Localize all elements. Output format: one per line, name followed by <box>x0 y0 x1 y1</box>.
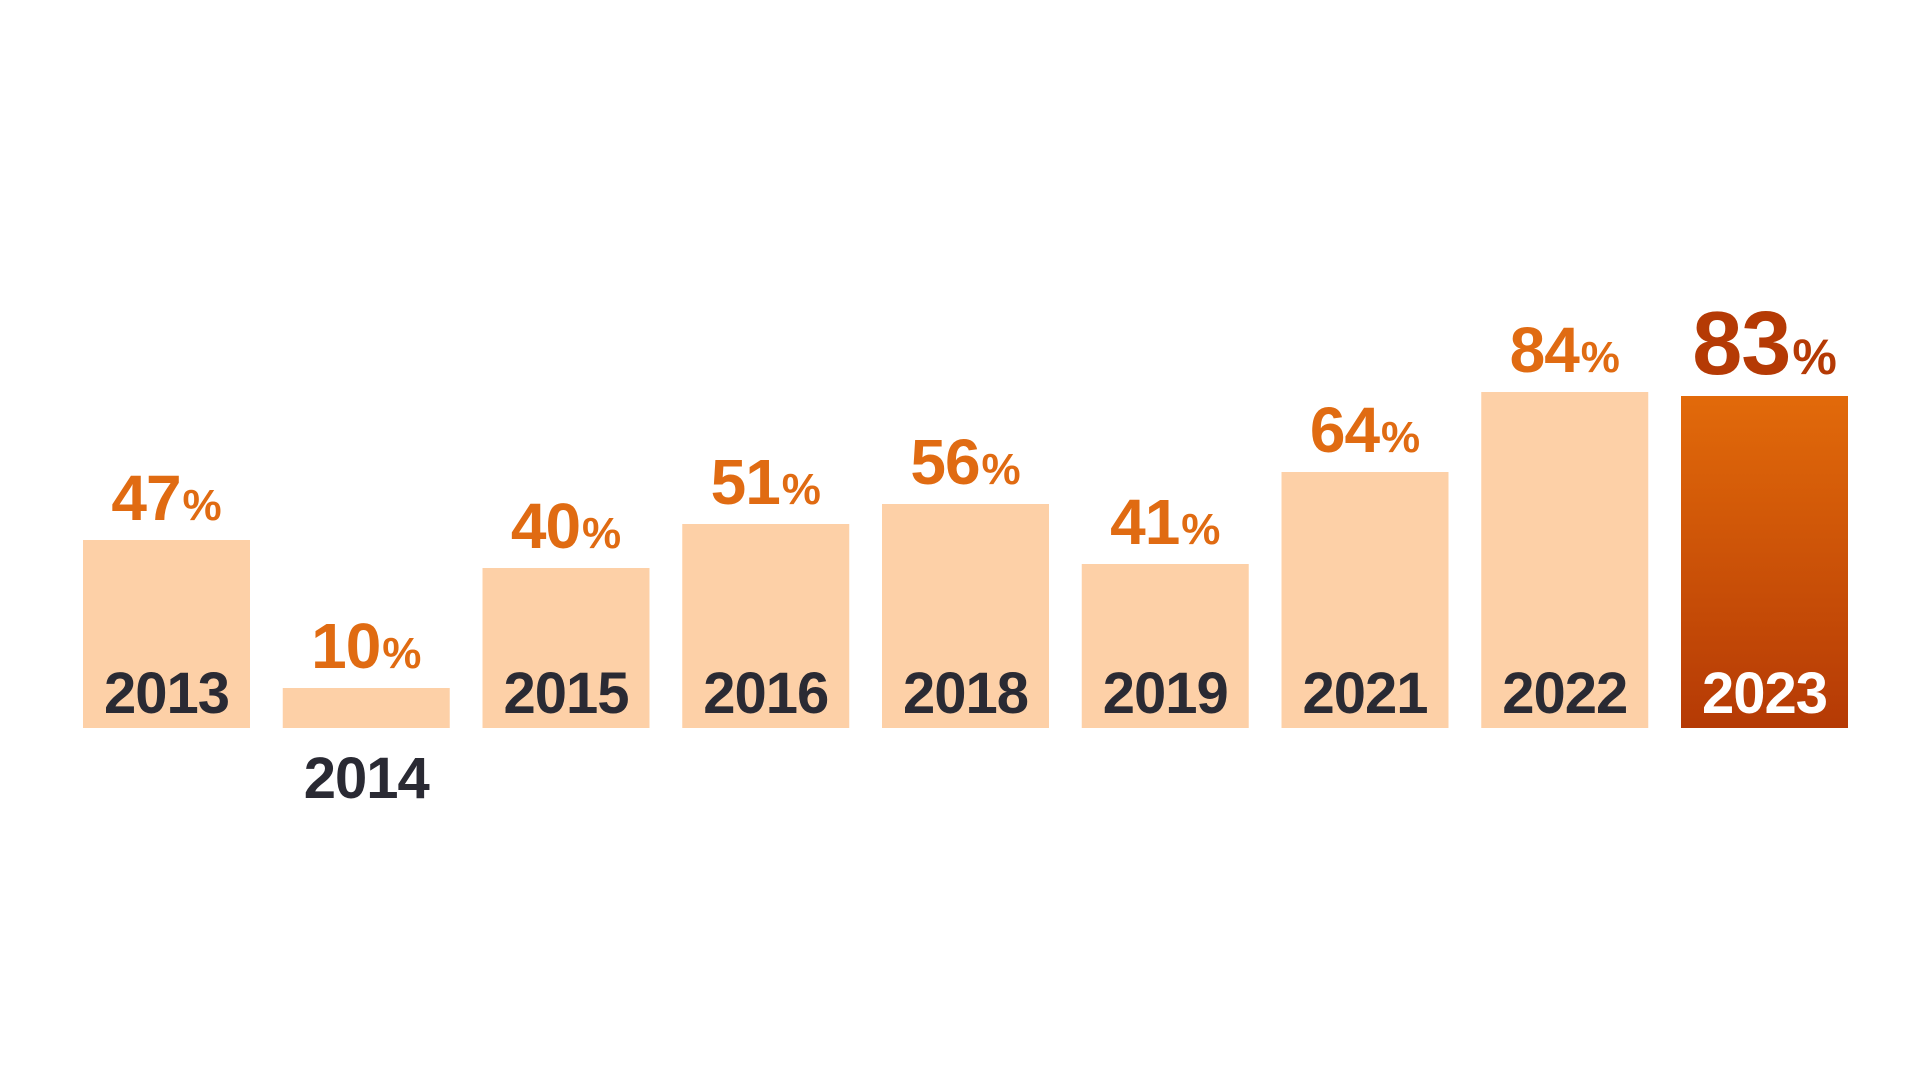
year-label-2019: 2019 <box>1103 661 1228 726</box>
year-label-2016: 2016 <box>703 661 828 726</box>
value-label-2018: 56% <box>910 426 1020 498</box>
bar-2014 <box>282 688 450 728</box>
value-label-2019: 41% <box>1110 486 1220 558</box>
year-label-2021: 2021 <box>1302 661 1427 726</box>
value-label-2022: 84% <box>1510 314 1620 386</box>
year-labels-group: 2013 2014 2015 2016 2018 2019 2021 2022 2023 <box>104 661 1828 811</box>
value-label-2015: 40% <box>511 490 621 562</box>
value-label-2023: 83% <box>1692 294 1837 394</box>
bar-2022 <box>1481 392 1649 728</box>
year-label-2022: 2022 <box>1502 661 1627 726</box>
value-label-2016: 51% <box>711 446 821 518</box>
value-label-2021: 64% <box>1310 394 1420 466</box>
bar-2015 <box>482 568 650 728</box>
bar-2021 <box>1281 472 1449 728</box>
bar-2018 <box>882 504 1049 728</box>
year-label-2013: 2013 <box>104 661 229 726</box>
year-label-2014: 2014 <box>304 746 430 811</box>
value-label-2014: 10% <box>311 610 421 682</box>
year-label-2023: 2023 <box>1702 661 1827 726</box>
bar-2013 <box>83 540 250 728</box>
value-labels-group: 47% 10% 40% 51% 56% 41% 64% 84% 83% <box>111 294 1836 682</box>
bar-2019 <box>1081 564 1249 728</box>
bar-2016 <box>682 524 850 728</box>
year-label-2015: 2015 <box>503 661 628 726</box>
bar-2023 <box>1681 396 1848 728</box>
value-label-2013: 47% <box>111 462 221 534</box>
bars-group <box>83 392 1848 728</box>
year-label-2018: 2018 <box>903 661 1028 726</box>
